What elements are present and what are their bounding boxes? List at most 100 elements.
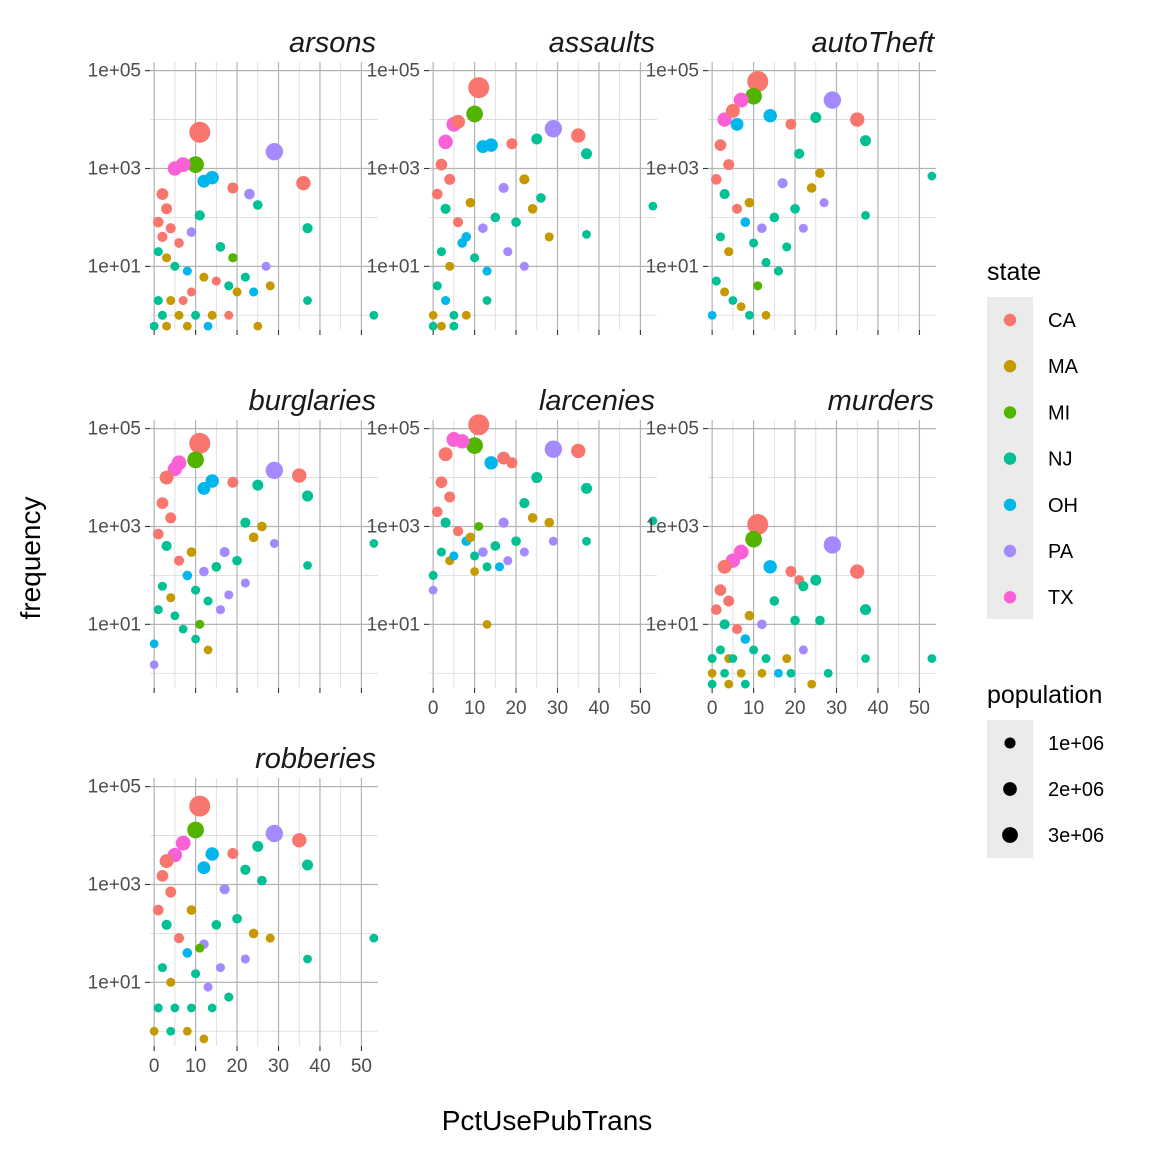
facet-panel-burglaries: burglaries 1e+01 1e+03 1e+05 — [88, 385, 379, 693]
data-point-nj — [203, 596, 213, 606]
population-legend-label: 1e+06 — [1048, 733, 1104, 755]
y-tick-label: 1e+03 — [646, 516, 699, 537]
state-legend-label: PA — [1048, 541, 1074, 563]
data-point-nj — [207, 1003, 217, 1013]
data-point-ca — [717, 559, 732, 574]
data-point-pa — [261, 261, 271, 271]
data-point-mi — [187, 156, 204, 173]
data-point-pa — [823, 536, 842, 554]
data-point-pa — [244, 188, 255, 200]
data-point-ca — [189, 121, 211, 143]
data-point-nj — [440, 203, 451, 214]
data-point-ca — [452, 217, 464, 228]
data-point-nj — [490, 212, 501, 223]
data-point-ca — [451, 114, 465, 129]
state-legend-label: MA — [1048, 356, 1079, 378]
x-tick-label: 40 — [588, 698, 609, 719]
y-tick-label: 1e+01 — [367, 614, 420, 635]
data-point-nj — [303, 296, 312, 305]
state-legend-label: TX — [1048, 587, 1074, 609]
y-tick-label: 1e+01 — [646, 256, 699, 277]
data-point-oh — [730, 117, 744, 131]
x-tick-label: 40 — [867, 698, 888, 719]
data-point-nj — [153, 605, 163, 615]
x-tick-label: 30 — [547, 698, 568, 719]
data-point-nj — [490, 541, 501, 551]
data-point-oh — [182, 266, 192, 276]
data-point-tx — [438, 134, 453, 150]
y-tick-label: 1e+01 — [88, 972, 141, 993]
data-point-nj — [302, 223, 313, 234]
data-point-mi — [745, 87, 762, 105]
panel-background — [150, 778, 378, 1046]
data-point-oh — [707, 310, 717, 320]
data-point-oh — [740, 634, 751, 644]
data-point-nj — [194, 210, 205, 221]
data-point-ma — [199, 1034, 209, 1044]
data-point-nj — [798, 581, 809, 592]
data-point-pa — [503, 247, 513, 257]
data-point-ma — [527, 513, 538, 523]
data-point-ma — [437, 321, 446, 331]
population-legend-key — [1002, 827, 1018, 843]
data-point-ca — [173, 555, 185, 566]
data-point-nj — [482, 296, 492, 305]
state-legend: state CA MA MI NJ OH PA TX — [987, 258, 1079, 619]
y-tick-label: 1e+01 — [367, 256, 420, 277]
state-legend-label: CA — [1048, 310, 1076, 332]
state-legend-key-pa — [1003, 544, 1017, 558]
facet-strip-label: autoTheft — [811, 27, 935, 59]
data-point-pa — [240, 578, 250, 588]
data-point-ma — [461, 310, 471, 320]
data-point-ca — [444, 173, 456, 185]
data-point-nj — [790, 615, 800, 626]
data-point-nj — [303, 561, 312, 570]
data-point-ca — [152, 216, 164, 228]
data-point-ma — [186, 547, 197, 557]
data-point-ma — [248, 928, 259, 939]
data-point-nj — [581, 148, 593, 160]
data-point-nj — [581, 482, 593, 494]
data-point-ca — [435, 158, 448, 171]
data-point-ca — [174, 238, 184, 248]
data-point-nj — [815, 615, 825, 626]
data-point-nj — [224, 281, 234, 291]
data-point-oh — [249, 287, 259, 297]
panel-background — [708, 62, 936, 330]
data-point-oh — [449, 551, 459, 561]
data-point-mi — [466, 437, 483, 454]
data-point-ma — [162, 321, 171, 331]
data-point-ca — [173, 933, 185, 944]
data-point-ma — [807, 679, 817, 689]
data-point-ca — [468, 77, 490, 99]
data-point-ca — [152, 904, 164, 916]
x-tick-label: 10 — [185, 1056, 206, 1077]
data-point-nj — [531, 133, 543, 145]
data-point-nj — [157, 310, 167, 320]
data-point-oh — [197, 174, 211, 188]
data-point-pa — [203, 982, 213, 992]
data-point-ma — [166, 296, 176, 306]
data-point-ca — [431, 188, 443, 200]
data-point-ma — [182, 321, 192, 331]
data-point-pa — [240, 954, 250, 964]
data-point-ca — [731, 623, 743, 635]
data-point-pa — [757, 619, 767, 630]
y-tick-label: 1e+03 — [88, 516, 141, 537]
data-point-nj — [749, 645, 759, 655]
data-point-ca — [224, 310, 234, 320]
data-point-nj — [302, 859, 314, 871]
data-point-ca — [452, 526, 464, 537]
data-point-ca — [714, 584, 727, 597]
data-point-nj — [715, 645, 725, 655]
data-point-pa — [544, 440, 563, 458]
data-point-nj — [428, 570, 438, 580]
data-point-nj — [719, 619, 730, 630]
state-legend-key-nj — [1003, 452, 1017, 465]
state-legend-key-ca — [1003, 313, 1017, 327]
data-point-oh — [197, 481, 211, 495]
data-point-nj — [861, 654, 870, 663]
y-tick-label: 1e+03 — [88, 158, 141, 179]
data-point-nj — [536, 193, 546, 203]
